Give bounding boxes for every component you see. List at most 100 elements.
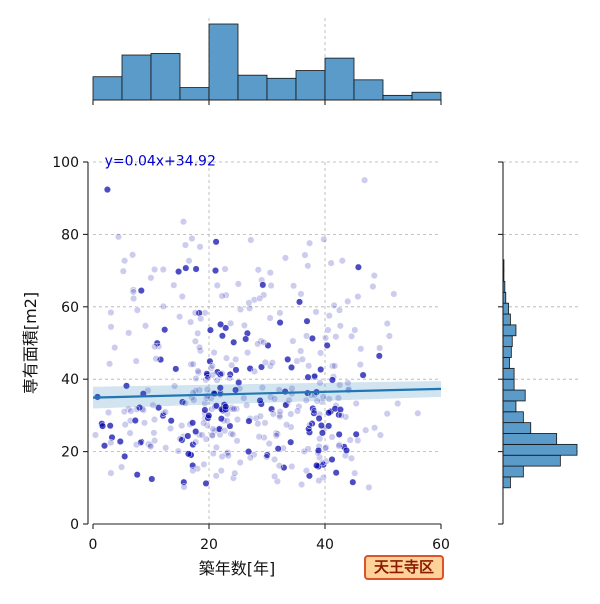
scatter-point <box>298 480 306 489</box>
scatter-point <box>256 412 264 420</box>
scatter-point <box>394 399 402 408</box>
scatter-point <box>310 407 318 415</box>
scatter-point <box>352 430 360 438</box>
scatter-point <box>328 455 336 464</box>
scatter-point <box>212 238 220 246</box>
scatter-point <box>370 272 378 280</box>
scatter-point <box>276 413 284 421</box>
scatter-point <box>107 308 115 317</box>
scatter-point <box>354 263 362 271</box>
scatter-point <box>200 460 208 468</box>
scatter-point <box>233 405 241 413</box>
scatter-point <box>197 315 205 323</box>
x-tick-label: 60 <box>432 537 450 553</box>
scatter-point <box>190 396 198 404</box>
scatter-point <box>272 429 280 437</box>
scatter-point <box>187 360 195 368</box>
scatter-point <box>250 367 259 375</box>
scatter-point <box>376 431 384 439</box>
scatter-point <box>126 429 134 437</box>
scatter-point <box>150 429 158 437</box>
scatter-point <box>317 421 325 430</box>
scatter-point <box>178 292 186 301</box>
scatter-point <box>187 318 195 326</box>
scatter-point <box>184 432 192 440</box>
scatter-point <box>293 357 301 365</box>
scatter-point <box>189 467 197 475</box>
scatter-point <box>325 422 333 430</box>
scatter-point <box>327 259 335 267</box>
scatter-point <box>328 376 336 384</box>
scatter-point <box>107 469 115 477</box>
scatter-point <box>331 362 339 370</box>
scatter-point <box>192 427 200 436</box>
scatter-point <box>321 444 330 452</box>
regression-equation: y=0.04x+34.92 <box>105 154 216 170</box>
scatter-point <box>125 329 133 337</box>
scatter-point <box>304 262 312 270</box>
scatter-point <box>310 409 318 417</box>
scatter-point <box>209 449 217 458</box>
scatter-point <box>302 467 310 475</box>
scatter-point <box>189 441 197 449</box>
scatter-point <box>129 251 137 259</box>
scatter-point <box>226 374 234 382</box>
scatter-point <box>221 265 229 273</box>
top-histogram-bar <box>266 77 297 101</box>
scatter-point <box>200 419 208 427</box>
right-histogram-bar <box>502 346 512 358</box>
scatter-point <box>106 422 114 430</box>
scatter-point <box>315 414 323 422</box>
scatter-point <box>303 332 311 340</box>
scatter-point <box>132 441 141 449</box>
scatter-point <box>232 355 240 363</box>
scatter-point <box>313 461 321 470</box>
scatter-point <box>161 326 169 334</box>
scatter-point <box>195 386 204 394</box>
scatter-point <box>118 463 126 471</box>
scatter-point <box>99 422 107 430</box>
scatter-point <box>107 439 115 447</box>
scatter-point <box>151 265 159 274</box>
scatter-point <box>385 332 393 340</box>
scatter-point <box>194 329 202 337</box>
scatter-point <box>250 296 258 304</box>
scatter-point <box>121 257 129 265</box>
scatter-point <box>347 454 356 462</box>
scatter-point <box>159 265 167 274</box>
scatter-point <box>361 176 369 184</box>
scatter-point <box>301 251 309 259</box>
y-axis-label: 専有面積[m2] <box>21 292 40 394</box>
right-histogram-bar <box>502 302 509 315</box>
right-histogram-bar <box>502 411 524 424</box>
scatter-point <box>191 309 199 317</box>
scatter-point <box>222 324 230 332</box>
scatter-point <box>289 337 297 345</box>
scatter-point <box>189 360 197 368</box>
scatter-point <box>283 421 291 429</box>
top-histogram-bar <box>353 79 384 101</box>
scatter-point <box>272 432 280 440</box>
scatter-point <box>151 437 159 445</box>
right-histogram-bar <box>502 357 510 369</box>
scatter-point <box>274 445 282 453</box>
scatter-point <box>245 448 253 456</box>
scatter-point <box>342 446 351 454</box>
scatter-point <box>100 442 109 450</box>
scatter-point <box>290 282 298 290</box>
scatter-point <box>265 440 273 448</box>
scatter-point <box>188 234 196 243</box>
regression-line <box>92 387 442 399</box>
scatter-point <box>157 356 165 364</box>
scatter-point <box>195 343 204 351</box>
scatter-point <box>209 425 217 433</box>
scatter-point <box>336 322 344 330</box>
scatter-point <box>287 438 295 446</box>
scatter-point <box>235 378 243 387</box>
scatter-point <box>217 467 225 475</box>
scatter-point <box>305 425 313 433</box>
scatter-point <box>196 243 204 251</box>
scatter-point <box>222 354 231 362</box>
scatter-point <box>133 306 141 314</box>
top-histogram-bar <box>121 54 152 101</box>
